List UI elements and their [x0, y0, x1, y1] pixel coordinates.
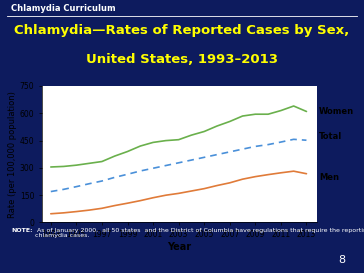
- Text: As of January 2000,  all 50 states  and the District of Columbia have regulation: As of January 2000, all 50 states and th…: [35, 228, 364, 238]
- Text: Total: Total: [319, 132, 343, 141]
- Text: Women: Women: [319, 107, 354, 116]
- Text: Chlamydia—Rates of Reported Cases by Sex,: Chlamydia—Rates of Reported Cases by Sex…: [14, 25, 350, 37]
- Text: 8: 8: [339, 255, 346, 265]
- Text: NOTE:: NOTE:: [11, 228, 32, 233]
- Text: Chlamydia Curriculum: Chlamydia Curriculum: [11, 4, 115, 13]
- Text: United States, 1993–2013: United States, 1993–2013: [86, 52, 278, 66]
- Text: Men: Men: [319, 173, 339, 182]
- X-axis label: Year: Year: [167, 242, 191, 252]
- Y-axis label: Rate (per 100,000 population): Rate (per 100,000 population): [8, 91, 17, 218]
